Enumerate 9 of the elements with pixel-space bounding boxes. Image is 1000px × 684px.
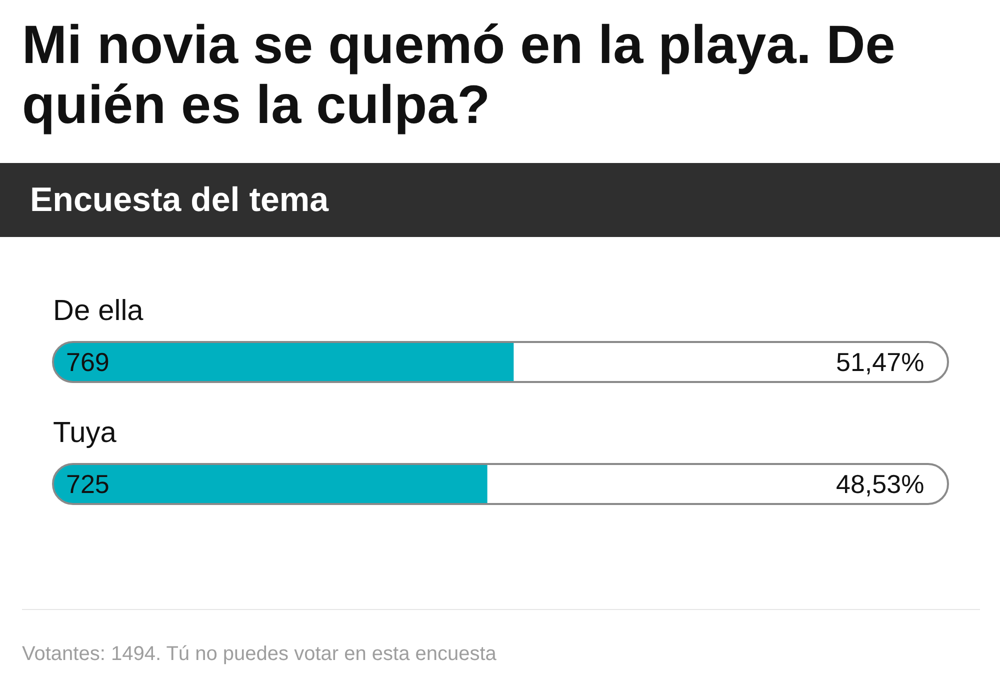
data-label: 769 — [66, 347, 110, 377]
data-label: 725 — [66, 469, 110, 499]
chart-title: Mi novia se quemó en la playa. De quién es la culpa? — [22, 15, 896, 135]
chart-subtitle: Encuesta del tema — [30, 180, 329, 221]
y-tick-label: De ella — [53, 295, 144, 327]
y-tick-label: Tuya — [53, 417, 118, 449]
annotation: 48,53% — [836, 469, 924, 499]
text: Votantes: 1494. Tú no puedes votar en esta encuesta — [22, 642, 496, 667]
annotation: 51,47% — [836, 347, 924, 377]
